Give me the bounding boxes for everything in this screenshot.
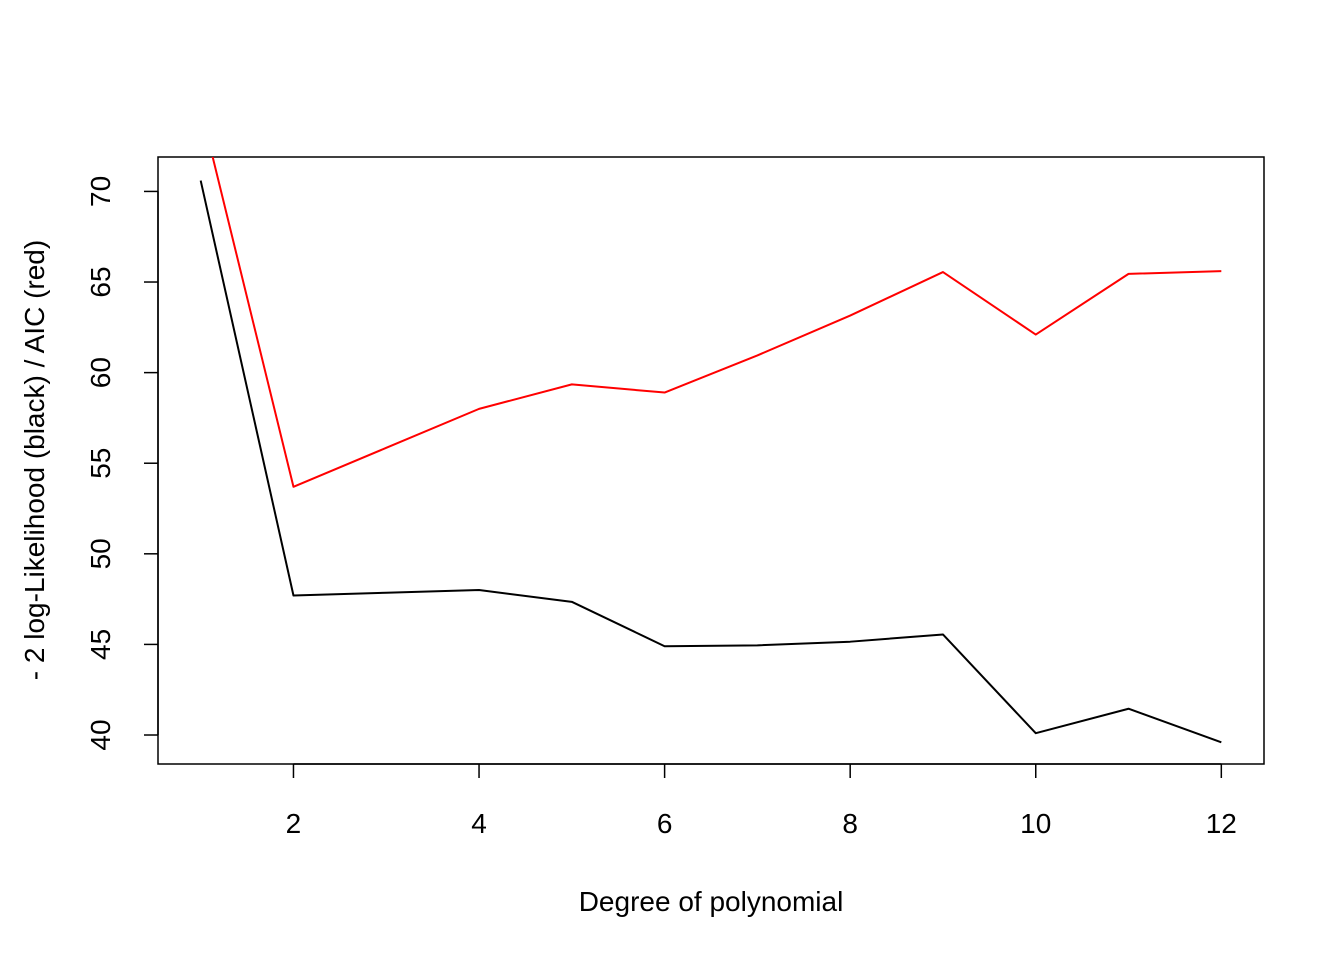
- y-tick-label: 45: [85, 629, 116, 660]
- x-axis-label: Degree of polynomial: [579, 886, 844, 917]
- x-tick-label: 12: [1206, 808, 1237, 839]
- y-tick-label: 50: [85, 538, 116, 569]
- x-tick-label: 8: [842, 808, 858, 839]
- x-tick-label: 6: [657, 808, 673, 839]
- x-tick-label: 2: [286, 808, 302, 839]
- y-tick-label: 65: [85, 266, 116, 297]
- y-tick-label: 70: [85, 176, 116, 207]
- y-tick-label: 60: [85, 357, 116, 388]
- plot-frame: [157, 156, 1265, 765]
- x-axis: 2 4 6 8 10 12: [286, 763, 1237, 839]
- y-tick-label: 55: [85, 448, 116, 479]
- y-axis: 40 45 50 55 60 65 70: [85, 176, 159, 751]
- x-tick-label: 10: [1020, 808, 1051, 839]
- y-tick-label: 40: [85, 719, 116, 750]
- x-tick-label: 4: [471, 808, 487, 839]
- y-axis-label: - 2 log-Likelihood (black) / AIC (red): [19, 240, 50, 680]
- series-line-red: [211, 157, 1222, 488]
- series-layer: [199, 157, 1222, 744]
- series-line-black: [199, 180, 1222, 744]
